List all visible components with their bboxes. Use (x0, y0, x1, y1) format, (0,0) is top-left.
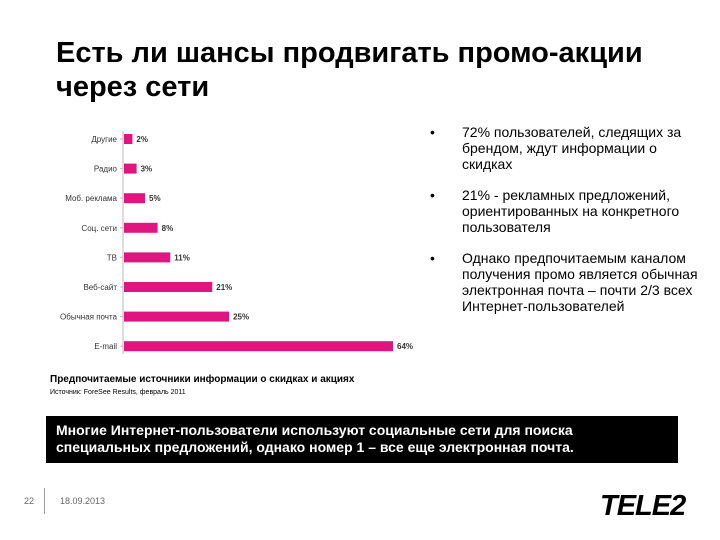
bullet-item: • 21% - рекламных предложений, ориентиро… (430, 187, 705, 235)
category-label: Обычная почта (60, 313, 117, 322)
bullet-item: • 72% пользователей, следящих за брендом… (430, 124, 705, 172)
bar (124, 311, 230, 322)
category-label: Моб. реклама (65, 194, 117, 203)
bar (124, 282, 213, 292)
footer-divider (44, 488, 45, 514)
data-label: 11% (174, 253, 190, 262)
data-label: 8% (162, 224, 174, 233)
bullet-text: 72% пользователей, следящих за брендом, … (462, 124, 682, 172)
bar (124, 252, 171, 263)
category-label: Другие (91, 135, 117, 144)
page-number: 22 (24, 496, 35, 506)
bullet-marker: • (430, 124, 435, 140)
chart-marks: Другие 2% Радио 3% Моб. реклама 5% Соц. сети 8%… (60, 134, 413, 352)
category-label: Веб-сайт (83, 283, 117, 292)
slide-date: 18.09.2013 (60, 496, 106, 506)
data-label: 3% (141, 165, 153, 174)
bullet-item: • Однако предпочитаемым каналом получени… (430, 250, 705, 314)
bar (124, 134, 133, 144)
chart-caption: Предпочитаемые источники информации о ск… (50, 374, 355, 385)
bar (124, 222, 158, 233)
bar (124, 193, 146, 204)
category-label: Радио (94, 165, 118, 174)
tele2-logo: TELE2 (600, 490, 686, 522)
slide-title: Есть ли шансы продвигать промо-акции чер… (56, 37, 643, 103)
data-label: 25% (233, 313, 249, 322)
chart-source: Источник: ForeSee Results, февраль 2011 (50, 389, 186, 396)
data-label: 5% (149, 194, 161, 203)
bullet-marker: • (430, 187, 435, 203)
data-label: 2% (136, 135, 148, 144)
category-label: Соц. сети (81, 224, 117, 233)
category-label: ТВ (107, 253, 117, 262)
bar (124, 341, 393, 352)
data-label: 64% (397, 342, 413, 351)
bullet-marker: • (430, 250, 435, 266)
chart-axis (120, 131, 124, 355)
data-label: 21% (216, 283, 232, 292)
bullet-text: Однако предпочитаемым каналом получения … (462, 250, 698, 314)
highlight-banner: Многие Интернет-пользователи используют … (46, 416, 678, 463)
bullet-list: • 72% пользователей, следящих за брендом… (430, 124, 705, 329)
bar (124, 163, 137, 174)
bullet-text: 21% - рекламных предложений, ориентирова… (462, 187, 680, 235)
category-label: E-mail (94, 342, 117, 351)
